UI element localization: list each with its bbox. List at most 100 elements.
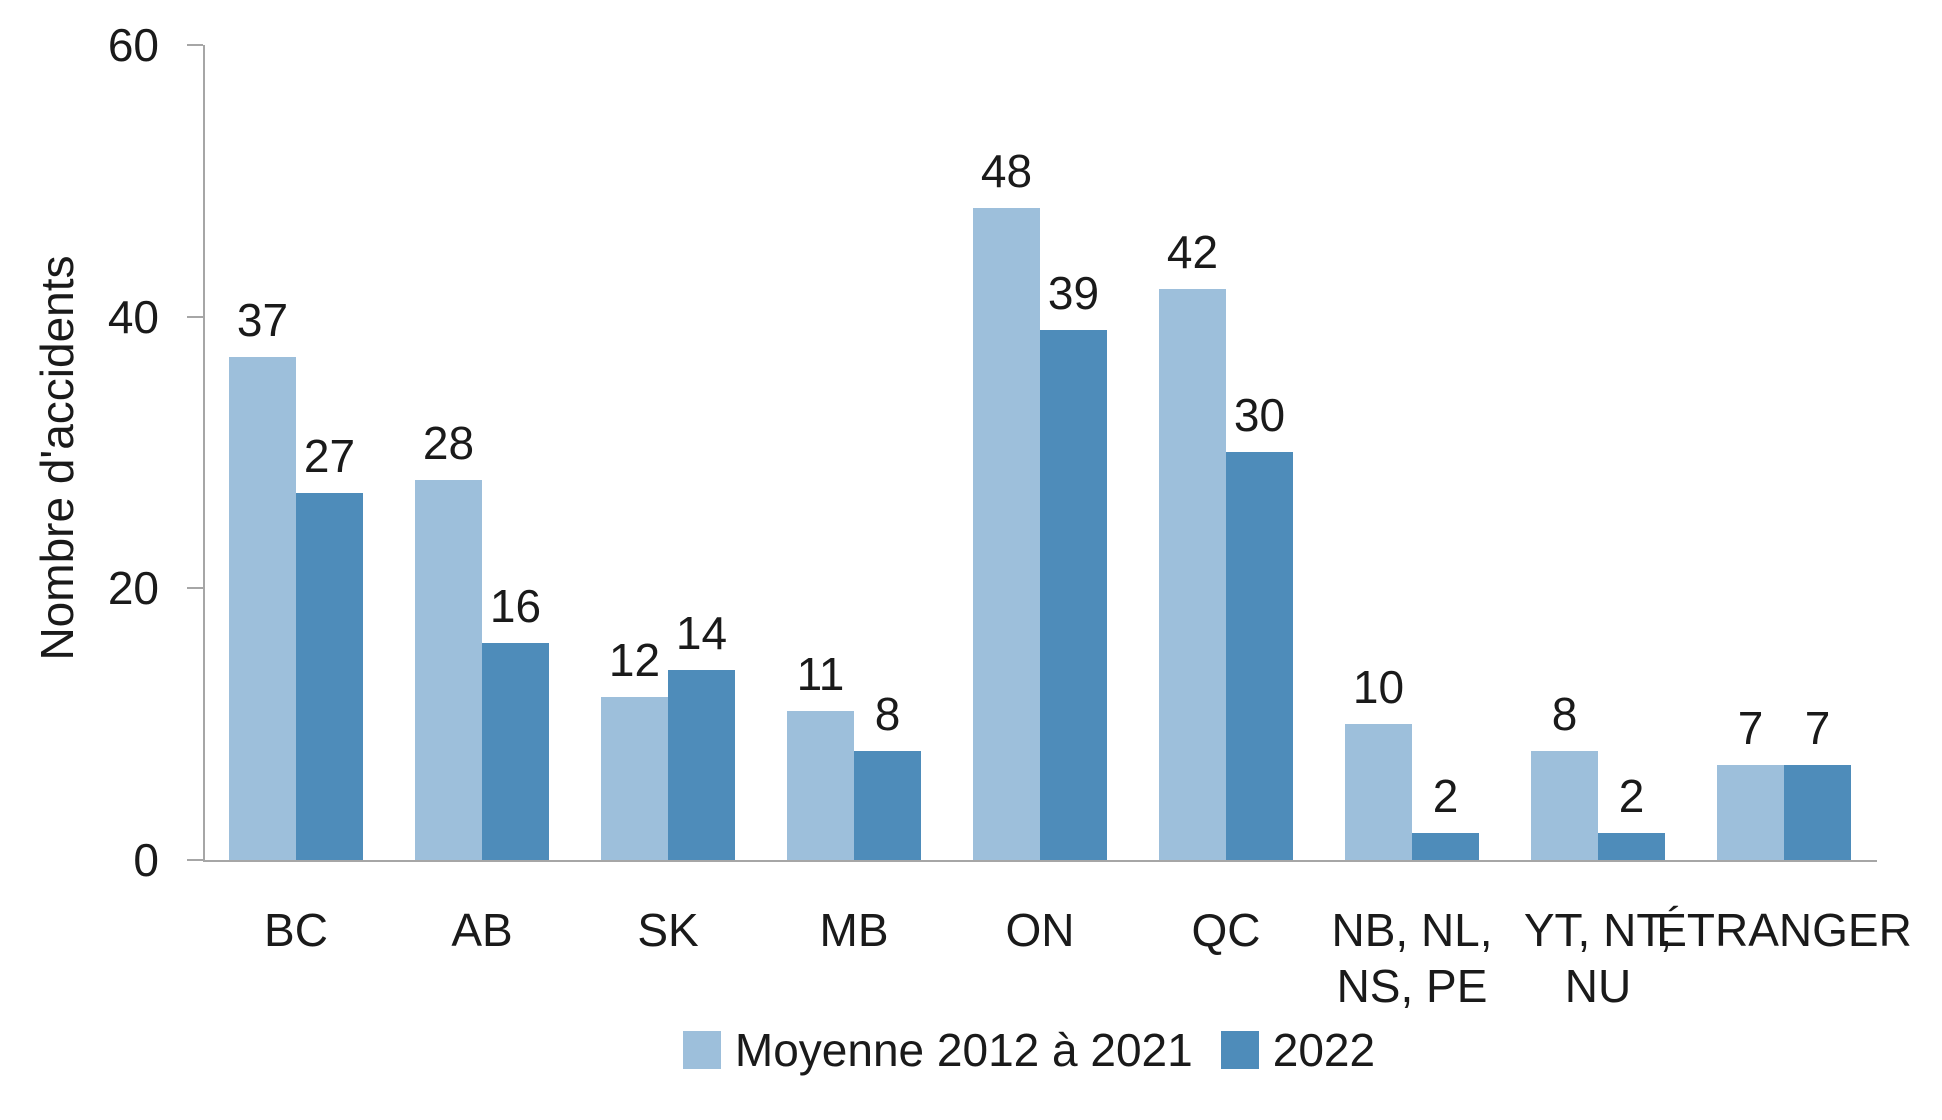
bar-2022-qc [1226,452,1293,860]
bar-col-moyenne-sk: 12 [601,45,668,860]
bar-value-label: 8 [874,688,901,740]
bar-col-moyenne-on: 48 [973,45,1040,860]
bar-value-label: 8 [1551,688,1578,740]
plot-area: 0 20 40 60 37 27 BC 28 16 AB 12 14 SK 11 8 MB 48 39 ON 42 3… [108,19,1912,1012]
legend-item-moyenne: Moyenne 2012 à 2021 [682,1024,1193,1076]
bar-col-2022-bc: 27 [296,45,363,860]
x-category-label-line: NU [1564,960,1632,1012]
y-tick-label-20: 20 [107,562,159,615]
legend-swatch-2022 [1220,1031,1259,1069]
bar-group-yt-nt-nu: 8 2 YT, NT, NU [1524,45,1672,1012]
bar-moyenne-nb-nl-ns-pe [1345,724,1412,860]
x-category-label-etranger: ÉTRANGER [1656,902,1912,958]
x-category-label-line: AB [451,904,513,956]
bar-group-etranger: 7 7 ÉTRANGER [1656,45,1912,956]
bar-2022-bc [296,493,363,860]
bar-group-nb-nl-ns-pe: 10 2 NB, NL, NS, PE [1331,45,1492,1012]
bar-col-2022-sk: 14 [668,45,735,860]
y-tick-0 [187,859,203,861]
bar-moyenne-etranger [1717,765,1784,860]
bar-2022-yt-nt-nu [1598,833,1665,860]
bar-2022-on [1040,330,1107,860]
bar-col-2022-mb: 8 [854,45,921,860]
x-category-label-line: ON [1005,904,1075,956]
bar-value-label: 42 [1166,226,1219,278]
bar-2022-ab [482,643,549,860]
x-category-label-nb-nl-ns-pe: NB, NL, NS, PE [1331,902,1492,1014]
bar-moyenne-bc [229,357,296,860]
bar-group-on: 48 39 ON [973,45,1107,956]
bar-groups-row: 37 27 BC 28 16 AB 12 14 SK 11 8 MB 48 39 ON 42 30 QC 10 2 NB… [205,45,1912,1012]
bar-value-label: 11 [796,648,845,700]
bar-value-label: 16 [489,580,542,632]
bar-group-sk: 12 14 SK [601,45,735,956]
x-category-label-ab: AB [451,902,512,958]
bar-moyenne-on [973,208,1040,860]
bar-moyenne-mb [787,711,854,860]
x-axis-line [203,860,1877,862]
bar-value-label: 7 [1804,702,1831,754]
y-tick-label-0: 0 [133,834,159,886]
bar-group-mb: 11 8 MB [787,45,921,956]
x-category-label-qc: QC [1192,902,1261,958]
x-category-label-line: NS, PE [1336,960,1488,1012]
legend: Moyenne 2012 à 2021 2022 [58,1024,1942,1076]
bar-value-label: 27 [303,430,356,482]
legend-item-2022: 2022 [1220,1024,1376,1076]
bar-2022-nb-nl-ns-pe [1412,833,1479,860]
bar-col-2022-yt-nt-nu: 2 [1598,45,1665,860]
bar-value-label: 14 [675,607,728,659]
y-tick-60 [187,44,203,46]
bar-value-label: 2 [1432,770,1459,822]
bar-2022-sk [668,670,735,860]
x-category-label-line: BC [264,904,328,956]
x-category-label-line: SK [637,904,699,956]
bar-moyenne-yt-nt-nu [1531,751,1598,860]
x-category-label-sk: SK [637,902,698,958]
bar-col-moyenne-yt-nt-nu: 8 [1531,45,1598,860]
bar-value-label: 39 [1047,267,1100,319]
x-category-label-line: ÉTRANGER [1656,904,1912,956]
bar-2022-etranger [1784,765,1851,860]
bar-col-moyenne-qc: 42 [1159,45,1226,860]
bar-value-label: 12 [608,634,661,686]
bar-col-moyenne-ab: 28 [415,45,482,860]
bar-moyenne-ab [415,480,482,860]
y-tick-20 [187,587,203,590]
legend-label-2022: 2022 [1272,1024,1376,1076]
bar-moyenne-sk [601,697,668,860]
bar-col-2022-qc: 30 [1226,45,1293,860]
y-tick-label-60: 60 [107,19,159,71]
x-category-label-yt-nt-nu: YT, NT, NU [1524,902,1672,1014]
bar-value-label: 10 [1352,661,1405,713]
x-category-label-on: ON [1006,902,1075,958]
bar-col-moyenne-mb: 11 [787,45,854,860]
bar-col-2022-ab: 16 [482,45,549,860]
bar-value-label: 28 [422,417,475,469]
x-category-label-mb: MB [820,902,889,958]
legend-label-moyenne: Moyenne 2012 à 2021 [734,1024,1193,1076]
bar-col-2022-on: 39 [1040,45,1107,860]
bar-col-moyenne-nb-nl-ns-pe: 10 [1345,45,1412,860]
y-axis-line [203,45,205,862]
x-category-label-bc: BC [264,902,328,958]
bar-group-ab: 28 16 AB [415,45,549,956]
x-category-label-line: QC [1191,904,1261,956]
x-category-label-line: MB [819,904,889,956]
bar-col-2022-nb-nl-ns-pe: 2 [1412,45,1479,860]
x-category-label-line: YT, NT, [1523,904,1673,956]
y-tick-label-40: 40 [107,290,159,343]
bar-value-label: 2 [1618,770,1645,822]
bar-value-label: 7 [1737,702,1764,754]
bar-value-label: 48 [980,145,1033,197]
bar-value-label: 37 [236,294,289,346]
y-tick-40 [187,315,203,318]
bar-group-bc: 37 27 BC [229,45,363,956]
bar-col-moyenne-etranger: 7 [1717,45,1784,860]
bar-2022-mb [854,751,921,860]
bar-value-label: 30 [1233,389,1286,441]
bar-col-moyenne-bc: 37 [229,45,296,860]
bar-moyenne-qc [1159,289,1226,860]
bar-col-2022-etranger: 7 [1784,45,1851,860]
